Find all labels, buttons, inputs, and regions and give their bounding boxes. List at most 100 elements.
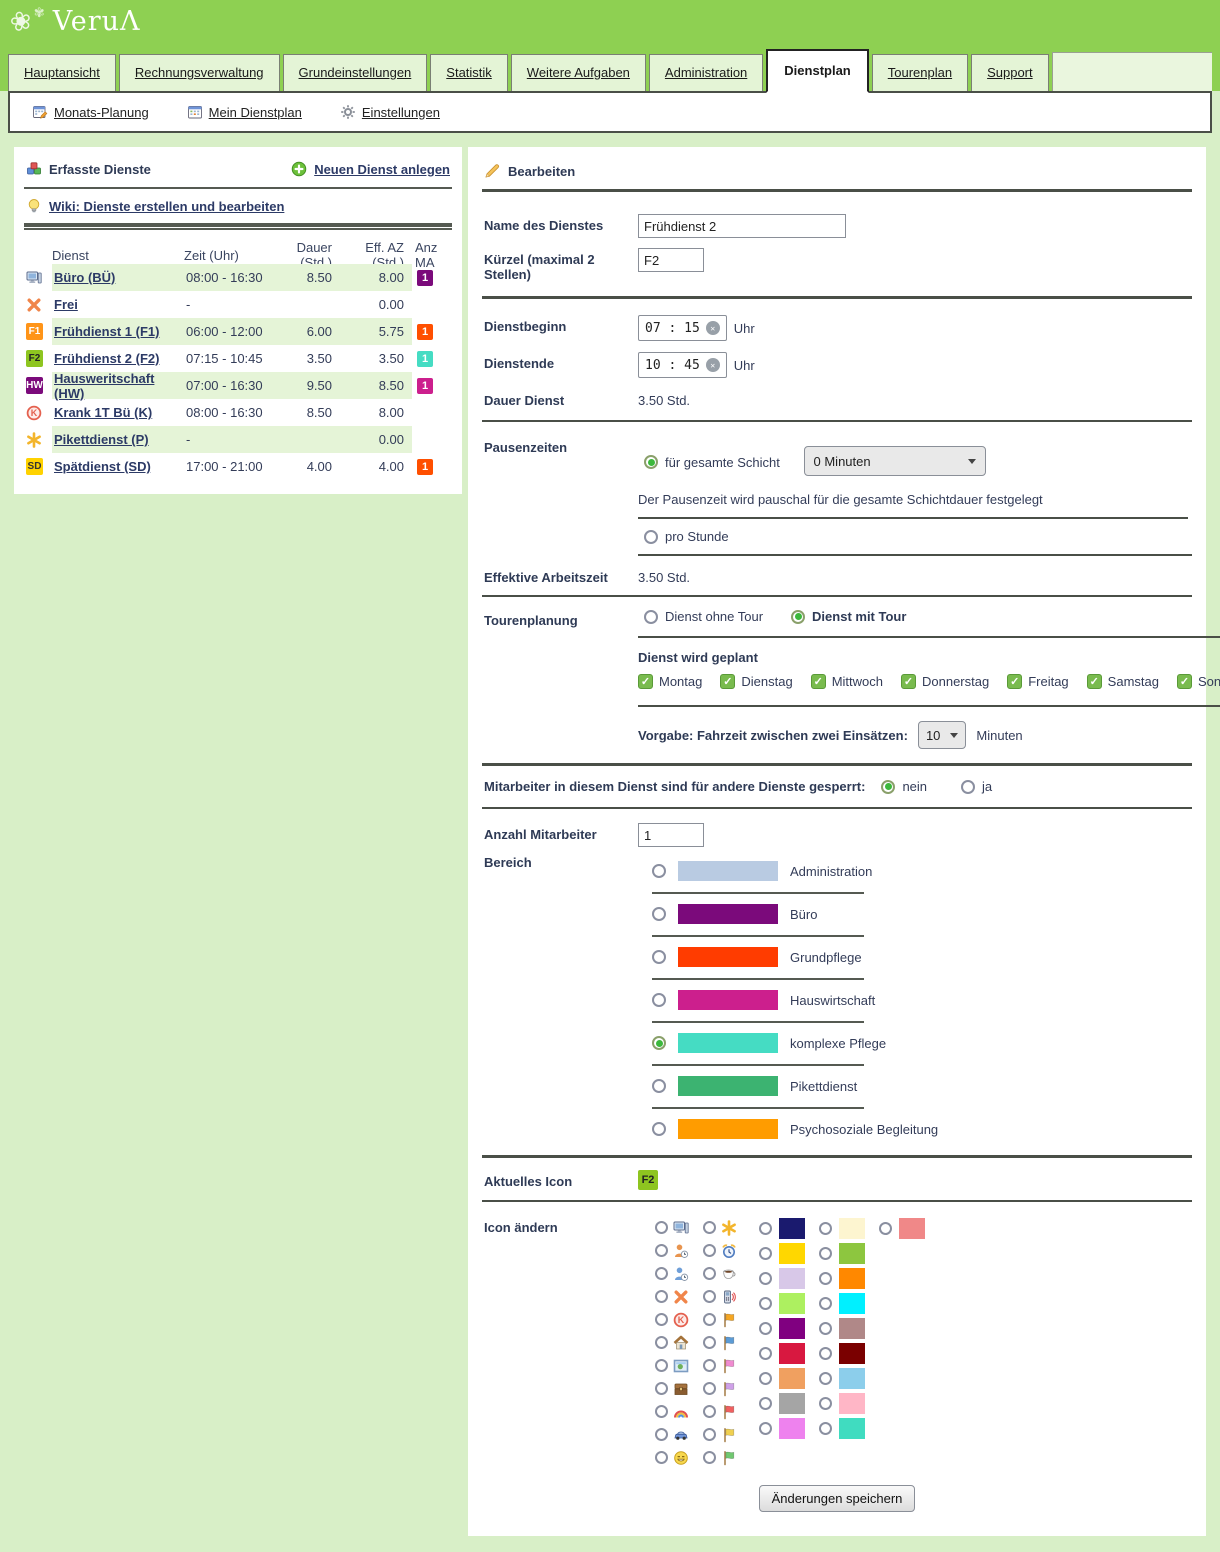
tab-grundeinstellungen[interactable]: Grundeinstellungen <box>282 54 428 91</box>
checkbox-checked-icon[interactable]: ✓ <box>1086 674 1102 689</box>
bereich-hauswirtschaft[interactable]: Hauswirtschaft <box>652 988 1190 1012</box>
checkbox-checked-icon[interactable]: ✓ <box>810 674 826 689</box>
service-link[interactable]: Krank 1T Bü (K) <box>54 405 153 420</box>
radio-button[interactable] <box>655 1244 668 1257</box>
radio-button[interactable] <box>655 1313 668 1326</box>
icon-option-chest-icon[interactable] <box>655 1377 689 1400</box>
radio-button[interactable] <box>819 1422 832 1435</box>
checkbox-checked-icon[interactable]: ✓ <box>1176 674 1192 689</box>
icon-option-person-clock-blue-icon[interactable] <box>655 1262 689 1285</box>
radio-button[interactable] <box>759 1247 772 1260</box>
icon-option-flag-pink-icon[interactable] <box>703 1354 737 1377</box>
subnav-mein-dienstplan[interactable]: Mein Dienstplan <box>187 104 302 120</box>
radio-button[interactable] <box>655 1451 668 1464</box>
radio-button[interactable] <box>703 1244 716 1257</box>
tab-tourenplan[interactable]: Tourenplan <box>871 54 969 91</box>
color-option-f0a060[interactable] <box>759 1366 805 1391</box>
bereich-psychosoziale-begleitung[interactable]: Psychosoziale Begleitung <box>652 1117 1190 1141</box>
icon-option-rainbow-icon[interactable] <box>655 1400 689 1423</box>
color-option-d8c8e8[interactable] <box>759 1266 805 1291</box>
color-option-fdf5d0[interactable] <box>819 1216 865 1241</box>
weekday-montag[interactable]: ✓ Montag <box>638 674 702 689</box>
tab-weitere-aufgaben[interactable]: Weitere Aufgaben <box>510 54 646 91</box>
checkbox-checked-icon[interactable]: ✓ <box>1007 674 1023 689</box>
icon-option-house-icon[interactable] <box>655 1331 689 1354</box>
checkbox-checked-icon[interactable]: ✓ <box>900 674 916 689</box>
color-option-f08888[interactable] <box>879 1216 925 1241</box>
icon-option-k-circle-icon[interactable]: K <box>655 1308 689 1331</box>
fahrzeit-select[interactable]: 10 <box>917 721 967 749</box>
radio-button[interactable] <box>819 1272 832 1285</box>
radio-button[interactable] <box>759 1422 772 1435</box>
color-option-00f0ff[interactable] <box>819 1291 865 1316</box>
radio-button[interactable] <box>655 1267 668 1280</box>
icon-option-asterisk-icon[interactable] <box>703 1216 737 1239</box>
radio-button[interactable] <box>655 1405 668 1418</box>
radio-button[interactable] <box>759 1222 772 1235</box>
radio-button[interactable] <box>759 1397 772 1410</box>
radio-button[interactable] <box>655 1428 668 1441</box>
radio-button[interactable] <box>655 1336 668 1349</box>
bereich-administration[interactable]: Administration <box>652 859 1190 883</box>
bereich-komplexe-pflege[interactable]: komplexe Pflege <box>652 1031 1190 1055</box>
radio-button[interactable] <box>759 1347 772 1360</box>
dienstende-time-input[interactable]: 10 : 45 ✕ <box>638 352 727 378</box>
radio-button[interactable] <box>703 1451 716 1464</box>
dienst-ohne-tour-radio[interactable]: Dienst ohne Tour <box>644 609 763 624</box>
service-link[interactable]: Frühdienst 1 (F1) <box>54 324 160 339</box>
radio-button[interactable] <box>819 1347 832 1360</box>
radio-button[interactable] <box>703 1428 716 1441</box>
weekday-samstag[interactable]: ✓ Samstag <box>1086 674 1159 689</box>
subnav-monats-planung[interactable]: Monats-Planung <box>32 104 149 120</box>
color-option-ffb6c6[interactable] <box>819 1391 865 1416</box>
color-option-1a1a6e[interactable] <box>759 1216 805 1241</box>
service-link[interactable]: Frühdienst 2 (F2) <box>54 351 160 366</box>
icon-option-x-icon[interactable] <box>655 1285 689 1308</box>
radio-button[interactable] <box>759 1272 772 1285</box>
radio-button[interactable] <box>819 1372 832 1385</box>
color-option-b08888[interactable] <box>819 1316 865 1341</box>
icon-option-picture-icon[interactable] <box>655 1354 689 1377</box>
color-option-40dcc0[interactable] <box>819 1416 865 1441</box>
service-link[interactable]: Hausweritschaft (HW) <box>54 370 155 401</box>
pause-minutes-select[interactable]: 0 Minuten <box>803 446 986 476</box>
new-service-link[interactable]: Neuen Dienst anlegen <box>291 161 450 177</box>
weekday-freitag[interactable]: ✓ Freitag <box>1007 674 1069 689</box>
radio-button[interactable] <box>759 1297 772 1310</box>
dienstbeginn-time-input[interactable]: 07 : 15 ✕ <box>638 315 727 341</box>
pause-pro-stunde-radio[interactable]: pro Stunde <box>644 529 729 544</box>
icon-option-monitor-icon[interactable] <box>655 1216 689 1239</box>
tab-rechnungsverwaltung[interactable]: Rechnungsverwaltung <box>118 54 280 91</box>
radio-button[interactable] <box>703 1221 716 1234</box>
icon-option-person-clock-orange-icon[interactable] <box>655 1239 689 1262</box>
color-option-ffd700[interactable] <box>759 1241 805 1266</box>
save-button[interactable]: Änderungen speichern <box>758 1485 916 1512</box>
radio-button[interactable] <box>703 1290 716 1303</box>
icon-option-flag-red-icon[interactable] <box>703 1400 737 1423</box>
subnav-einstellungen[interactable]: Einstellungen <box>340 104 440 120</box>
radio-button[interactable] <box>879 1222 892 1235</box>
radio-button[interactable] <box>703 1313 716 1326</box>
tab-hauptansicht[interactable]: Hauptansicht <box>8 54 116 91</box>
radio-button[interactable] <box>819 1222 832 1235</box>
color-option-ff8800[interactable] <box>819 1266 865 1291</box>
radio-button[interactable] <box>819 1247 832 1260</box>
weekday-donnerstag[interactable]: ✓ Donnerstag <box>900 674 989 689</box>
color-option-a5a5a5[interactable] <box>759 1391 805 1416</box>
color-option-d81840[interactable] <box>759 1341 805 1366</box>
radio-button[interactable] <box>703 1359 716 1372</box>
weekday-sonntag[interactable]: ✓Sonntag <box>1176 674 1220 689</box>
service-name-input[interactable] <box>638 214 846 238</box>
checkbox-checked-icon[interactable]: ✓ <box>720 674 736 689</box>
icon-option-flag-orange-icon[interactable] <box>703 1308 737 1331</box>
radio-button[interactable] <box>655 1359 668 1372</box>
radio-button[interactable] <box>703 1267 716 1280</box>
radio-button[interactable] <box>655 1290 668 1303</box>
anzahl-mitarbeiter-input[interactable] <box>638 823 704 847</box>
radio-button[interactable] <box>703 1336 716 1349</box>
weekday-mittwoch[interactable]: ✓ Mittwoch <box>810 674 883 689</box>
radio-button[interactable] <box>759 1372 772 1385</box>
service-link[interactable]: Büro (BÜ) <box>54 270 116 285</box>
tab-dienstplan[interactable]: Dienstplan <box>766 49 869 93</box>
pause-schicht-radio[interactable]: für gesamte Schicht <box>644 455 780 470</box>
